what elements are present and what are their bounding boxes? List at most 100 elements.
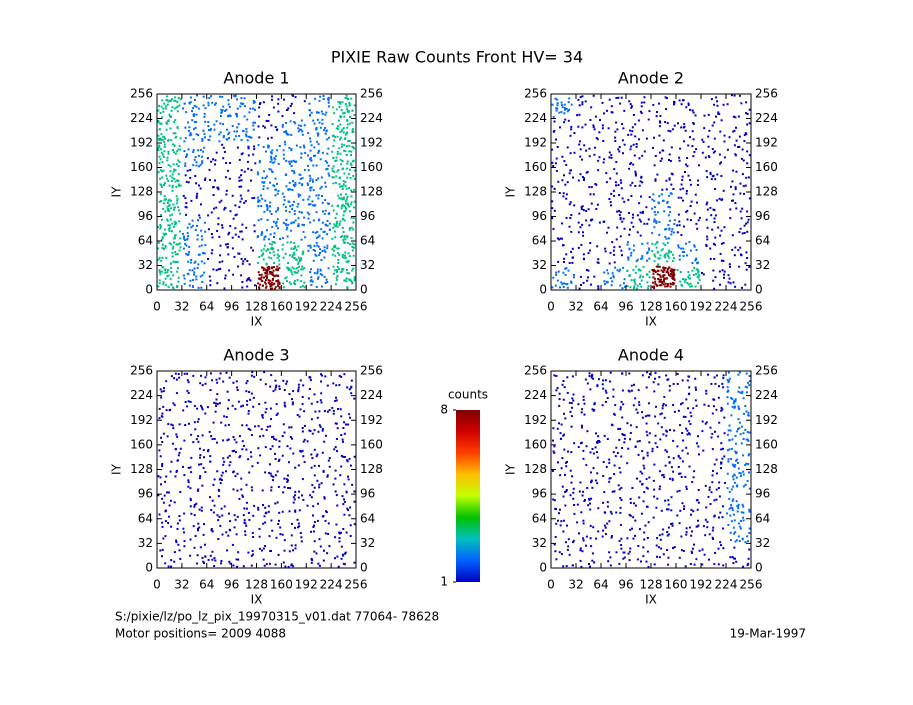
count-dot <box>189 505 192 508</box>
count-dot <box>727 458 730 461</box>
count-dot <box>566 460 568 463</box>
count-dot <box>618 488 621 491</box>
count-dot <box>303 124 306 127</box>
count-dot <box>712 151 715 154</box>
count-dot <box>705 170 708 173</box>
count-dot <box>564 183 567 186</box>
count-dot <box>157 149 160 152</box>
count-dot <box>570 425 573 428</box>
count-dot <box>652 381 655 384</box>
count-dot <box>342 197 345 200</box>
count-dot <box>626 462 629 465</box>
count-dot <box>687 432 690 435</box>
count-dot <box>703 114 706 117</box>
count-dot <box>673 223 676 225</box>
count-dot <box>565 253 568 256</box>
count-dot <box>336 274 339 277</box>
count-dot <box>348 205 351 208</box>
count-dot <box>161 218 163 221</box>
count-dot <box>257 425 260 428</box>
count-dot <box>632 213 634 216</box>
count-dot <box>613 464 616 467</box>
count-dot <box>281 533 284 536</box>
count-dot <box>214 559 217 562</box>
count-dot <box>559 432 562 435</box>
count-dot <box>167 179 170 182</box>
count-dot <box>622 551 625 554</box>
count-dot <box>566 391 569 394</box>
count-dot <box>328 174 331 177</box>
count-dot <box>631 487 634 489</box>
count-dot <box>734 285 737 288</box>
count-dot <box>177 165 180 167</box>
count-dot <box>611 241 614 244</box>
count-dot <box>691 130 694 133</box>
count-dot <box>726 386 729 389</box>
count-dot <box>720 462 723 465</box>
count-dot <box>726 512 729 515</box>
count-dot <box>349 162 352 165</box>
count-dot <box>240 477 243 480</box>
count-dot <box>581 408 583 411</box>
count-dot <box>748 154 751 157</box>
count-dot <box>277 274 280 277</box>
count-dot <box>239 230 242 233</box>
count-dot <box>709 257 712 260</box>
count-dot <box>651 198 654 201</box>
count-dot <box>622 266 625 269</box>
count-dot <box>163 140 166 143</box>
count-dot <box>744 464 747 466</box>
count-dot <box>203 136 206 139</box>
count-dot <box>300 274 303 277</box>
count-dot <box>639 220 642 223</box>
count-dot <box>266 209 269 211</box>
count-dot <box>732 169 735 172</box>
count-dot <box>237 551 240 554</box>
count-dot <box>747 454 750 457</box>
count-dot <box>636 411 639 414</box>
count-dot <box>644 415 647 418</box>
count-dot <box>660 412 663 415</box>
count-dot <box>560 110 563 113</box>
count-dot <box>609 371 612 374</box>
count-dot <box>673 273 676 276</box>
count-dot <box>313 550 316 553</box>
count-dot <box>692 122 695 125</box>
count-dot <box>332 106 335 109</box>
count-dot <box>235 533 238 536</box>
count-dot <box>688 420 691 423</box>
count-dot <box>343 498 345 501</box>
count-dot <box>611 490 614 493</box>
count-dot <box>654 271 657 273</box>
count-dot <box>668 266 671 269</box>
footer-motor: Motor positions= 2009 4088 <box>115 627 286 641</box>
count-dot <box>232 217 235 220</box>
count-dot <box>609 477 612 480</box>
count-dot <box>668 461 671 464</box>
count-dot <box>590 497 593 500</box>
count-dot <box>322 95 325 97</box>
count-dot <box>349 416 351 419</box>
count-dot <box>271 161 274 164</box>
count-dot <box>178 451 181 454</box>
count-dot <box>667 503 670 506</box>
count-dot <box>622 217 625 220</box>
count-dot <box>241 238 244 241</box>
count-dot <box>316 140 319 143</box>
count-dot <box>225 108 228 111</box>
count-dot <box>228 454 231 457</box>
count-dot <box>269 279 272 282</box>
count-dot <box>278 440 281 443</box>
count-dot <box>349 535 352 537</box>
count-dot <box>188 134 191 137</box>
count-dot <box>689 423 692 425</box>
count-dot <box>582 234 585 237</box>
count-dot <box>562 192 565 195</box>
count-dot <box>210 435 213 438</box>
count-dot <box>569 494 572 497</box>
count-dot <box>665 97 668 100</box>
count-dot <box>677 122 679 125</box>
count-dot <box>159 224 162 226</box>
count-dot <box>597 258 600 261</box>
count-dot <box>722 527 725 530</box>
